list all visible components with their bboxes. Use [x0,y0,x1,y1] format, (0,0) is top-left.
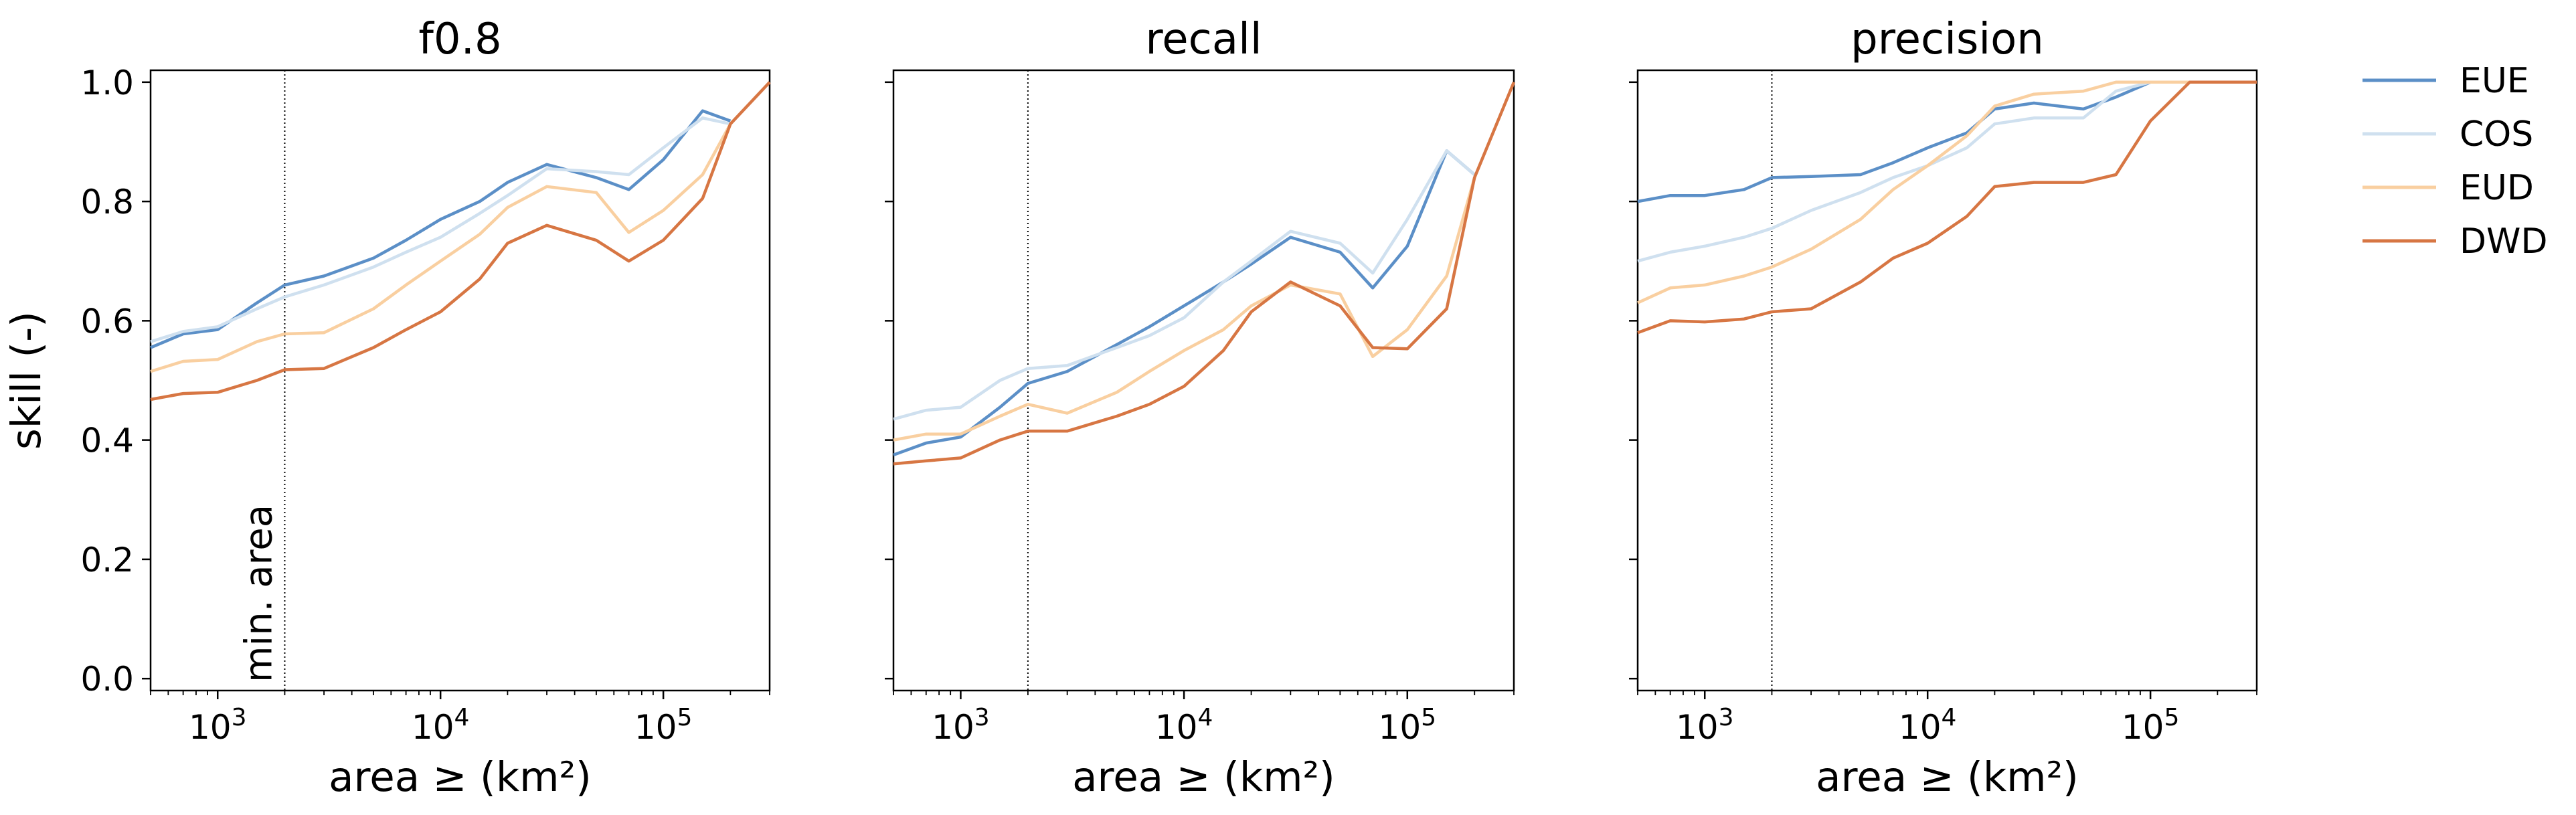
x-tick-label: 104 [1155,704,1213,747]
series-line-cos [150,116,731,343]
y-tick-label: 0.6 [80,302,134,341]
series-line-eue [150,109,732,349]
x-axis-label: area ≥ (km²) [1816,753,2079,801]
y-tick-label: 0.2 [80,541,134,579]
panel-title: precision [1851,15,2044,64]
x-axis-label: area ≥ (km²) [329,753,592,801]
x-tick-label: 104 [1899,704,1957,747]
panel-f08: f0.8 0.0 0.2 0.4 0.6 0.8 1.0 103 104 105 area ≥ (k… [3,15,771,801]
x-axis-label: area ≥ (km²) [1072,753,1335,801]
series-line-dwd [893,81,1516,466]
y-tick-label: 1.0 [80,64,134,102]
min-area-annotation: min. area [237,505,280,683]
y-tick-label: 0.8 [80,183,134,221]
axes-frame [1636,69,2258,692]
legend-label-eud: EUD [2460,168,2534,208]
panel-recall: recall 103 104 105 area ≥ (km²) [885,15,1516,801]
series-line-eue [893,149,1476,457]
x-tick-label: 104 [412,704,470,747]
series-line-cos [893,149,1476,421]
legend-label-dwd: DWD [2460,221,2548,262]
series-line-eud [1637,80,2257,304]
axes-frame [149,69,771,692]
panel-title: recall [1145,15,1262,64]
series-line-eud [150,123,732,373]
x-tick-label: 105 [2122,704,2180,747]
series-line-dwd [1637,80,2257,335]
y-axis-label: skill (-) [3,311,50,450]
legend-label-eue: EUE [2460,61,2529,101]
series-line-dwd [150,81,771,401]
legend-label-cos: COS [2460,114,2533,155]
x-tick-label: 105 [634,704,693,747]
y-tick-label: 0.0 [80,660,134,699]
legend: EUE COS EUD DWD [2363,61,2548,262]
axes-frame [892,69,1515,692]
x-tick-label: 105 [1379,704,1437,747]
panel-title: f0.8 [418,15,501,64]
x-tick-label: 103 [1676,704,1734,747]
x-tick-label: 103 [932,704,990,747]
y-tick-label: 0.4 [80,422,134,460]
panel-precision: precision 103 104 105 area ≥ (km²) [1629,15,2258,801]
x-tick-label: 103 [189,704,247,747]
